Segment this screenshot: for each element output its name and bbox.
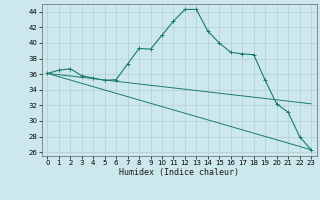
- X-axis label: Humidex (Indice chaleur): Humidex (Indice chaleur): [119, 168, 239, 177]
